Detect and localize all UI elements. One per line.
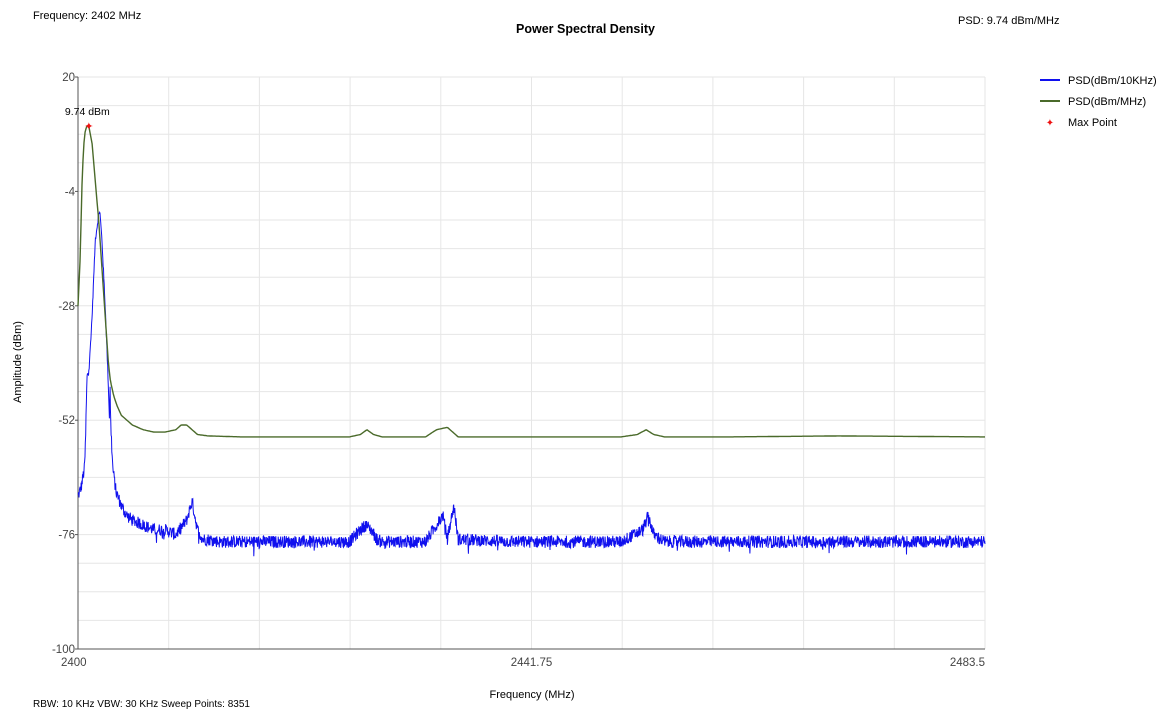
series-psd-10khz-line [77,210,986,557]
x-tick-label: 2400 [61,657,87,669]
legend-label: Max Point [1068,117,1117,129]
x-tick-label: 2483.5 [950,657,985,669]
frequency-readout: Frequency: 2402 MHz [33,10,142,22]
y-axis-title: Amplitude (dBm) [12,321,24,403]
grid-lines [77,76,986,650]
legend-label: PSD(dBm/MHz) [1068,96,1146,108]
series-layer: ✦ [77,120,986,557]
legend-marker-max-point: ✦ [1046,118,1054,129]
chart-title: Power Spectral Density [516,22,655,36]
max-point-annotation: 9.74 dBm [65,106,110,118]
y-tick-label: -28 [58,301,75,313]
y-tick-label: -52 [58,415,75,427]
y-tick-label: -76 [58,530,75,542]
axes [75,76,985,650]
max-point-marker: ✦ [84,120,93,133]
y-tick-label: -4 [65,186,76,198]
y-tick-label: -100 [52,644,75,656]
psd-readout: PSD: 9.74 dBm/MHz [958,15,1060,27]
x-tick-label: 2441.75 [511,657,553,669]
status-footer: RBW: 10 KHz VBW: 30 KHz Sweep Points: 83… [33,699,250,710]
legend-label: PSD(dBm/10KHz) [1068,75,1157,87]
y-tick-label: 20 [62,72,75,84]
series-psd-mhz-line [77,125,985,438]
legend: PSD(dBm/10KHz) PSD(dBm/MHz) ✦ Max Point [1040,75,1157,129]
x-axis-title: Frequency (MHz) [490,689,575,701]
